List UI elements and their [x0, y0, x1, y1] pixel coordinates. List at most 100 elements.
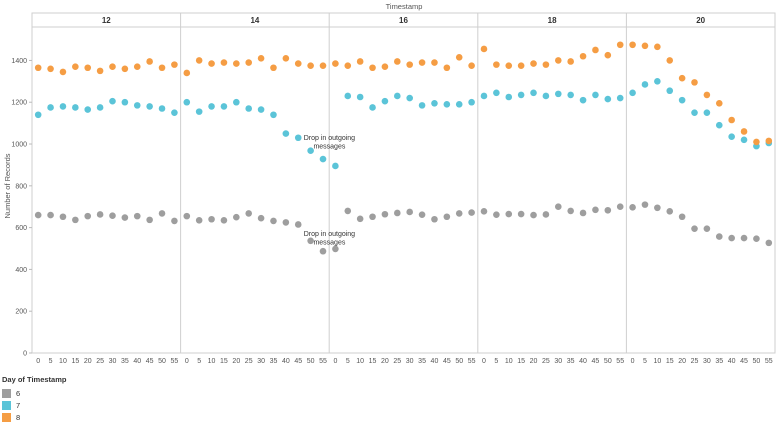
- data-point-day-6: [715, 233, 723, 240]
- data-point-day-7: [146, 103, 153, 110]
- data-point-day-7: [282, 130, 290, 137]
- x-tick-label: 15: [666, 358, 674, 365]
- x-axis: 0 5 10 15 20 25 30 35 40 45 50 55 0 5 10 15 20 25 30 35 40 45…: [36, 358, 773, 365]
- legend-label: 8: [16, 412, 21, 422]
- data-point-day-8: [233, 60, 240, 67]
- data-point-day-7: [84, 106, 92, 113]
- x-tick-label: 30: [109, 358, 117, 365]
- data-point-day-6: [629, 204, 636, 211]
- x-tick-label: 5: [643, 358, 647, 365]
- x-tick-label: 0: [333, 358, 337, 365]
- data-point-day-8: [753, 138, 760, 146]
- data-point-day-7: [530, 89, 537, 97]
- x-tick-label: 25: [245, 358, 253, 365]
- x-tick-label: 50: [604, 358, 612, 365]
- data-point-day-7: [356, 93, 364, 101]
- x-tick-label: 15: [220, 358, 228, 365]
- y-axis-label: Number of Records: [3, 153, 12, 218]
- data-point-day-7: [171, 109, 178, 116]
- x-tick-label: 10: [208, 358, 216, 365]
- data-point-day-7: [579, 96, 587, 104]
- data-point-day-7: [183, 98, 191, 106]
- data-point-day-6: [431, 215, 438, 223]
- data-point-day-8: [629, 41, 636, 49]
- x-tick-label: 0: [631, 358, 635, 365]
- x-tick-label: 20: [530, 358, 538, 365]
- data-point-day-7: [418, 102, 426, 109]
- data-point-day-8: [356, 58, 364, 65]
- x-tick-label: 30: [554, 358, 562, 365]
- data-point-day-7: [666, 87, 674, 95]
- x-tick-label: 50: [307, 358, 315, 365]
- y-tick-label: 800: [15, 183, 27, 190]
- data-point-day-7: [468, 98, 475, 106]
- data-point-day-8: [72, 63, 79, 71]
- data-point-day-8: [109, 63, 116, 71]
- y-tick-label: 400: [15, 267, 27, 274]
- hour-label-18: 18: [548, 16, 557, 25]
- data-point-day-8: [158, 64, 166, 72]
- data-points: [34, 41, 773, 255]
- data-point-day-7: [493, 89, 500, 97]
- data-point-day-7: [344, 92, 352, 100]
- data-point-day-6: [84, 212, 92, 220]
- data-point-day-8: [641, 42, 649, 50]
- data-point-day-7: [517, 91, 525, 99]
- data-point-day-7: [567, 91, 574, 99]
- data-point-day-6: [245, 210, 253, 217]
- data-point-day-7: [233, 98, 240, 106]
- data-point-day-8: [47, 65, 54, 73]
- data-point-day-7: [208, 103, 215, 110]
- data-point-day-8: [480, 45, 488, 53]
- legend-label: 7: [16, 400, 21, 410]
- data-point-day-8: [332, 60, 339, 67]
- data-point-day-7: [443, 101, 451, 108]
- data-point-day-8: [616, 41, 624, 49]
- x-tick-label: 15: [71, 358, 79, 365]
- data-point-day-7: [307, 147, 314, 155]
- data-point-day-6: [332, 245, 339, 253]
- legend-item-6[interactable]: 6: [2, 387, 66, 399]
- data-point-day-6: [220, 217, 228, 224]
- data-point-day-6: [394, 209, 401, 217]
- data-point-day-6: [146, 216, 153, 224]
- data-point-day-7: [133, 102, 141, 109]
- data-point-day-8: [121, 65, 129, 73]
- data-point-day-7: [59, 103, 67, 110]
- data-point-day-6: [307, 237, 314, 245]
- x-tick-label: 10: [59, 358, 67, 365]
- hour-label-12: 12: [102, 16, 111, 25]
- annotation-text: Drop in outgoing: [304, 135, 355, 142]
- x-tick-label: 20: [381, 358, 389, 365]
- x-tick-label: 40: [133, 358, 141, 365]
- legend-item-7[interactable]: 7: [2, 399, 66, 411]
- data-point-day-8: [505, 62, 513, 69]
- data-point-day-6: [121, 214, 129, 221]
- data-point-day-8: [195, 57, 203, 64]
- data-point-day-6: [270, 217, 277, 225]
- y-tick-label: 1200: [11, 100, 27, 107]
- x-tick-label: 20: [84, 358, 92, 365]
- data-point-day-6: [666, 208, 674, 215]
- data-point-day-7: [691, 109, 698, 116]
- y-axis: 0 200 400 600 800 1000 1200 1400: [11, 58, 32, 358]
- data-point-day-6: [369, 213, 376, 221]
- x-tick-label: 5: [49, 358, 53, 365]
- data-point-day-7: [257, 106, 265, 113]
- data-point-day-8: [257, 55, 265, 62]
- x-tick-label: 45: [592, 358, 600, 365]
- data-point-day-7: [381, 97, 389, 105]
- data-point-day-8: [431, 59, 438, 66]
- legend-item-8[interactable]: 8: [2, 411, 66, 423]
- x-tick-label: 10: [505, 358, 513, 365]
- data-point-day-7: [616, 94, 624, 102]
- x-tick-label: 15: [369, 358, 377, 365]
- x-tick-label: 30: [703, 358, 711, 365]
- data-point-day-8: [542, 61, 550, 68]
- data-point-day-6: [592, 206, 599, 214]
- data-point-day-7: [332, 162, 339, 170]
- data-point-day-6: [480, 208, 488, 215]
- data-point-day-6: [282, 219, 290, 226]
- data-point-day-8: [530, 60, 537, 67]
- data-point-day-6: [96, 211, 104, 218]
